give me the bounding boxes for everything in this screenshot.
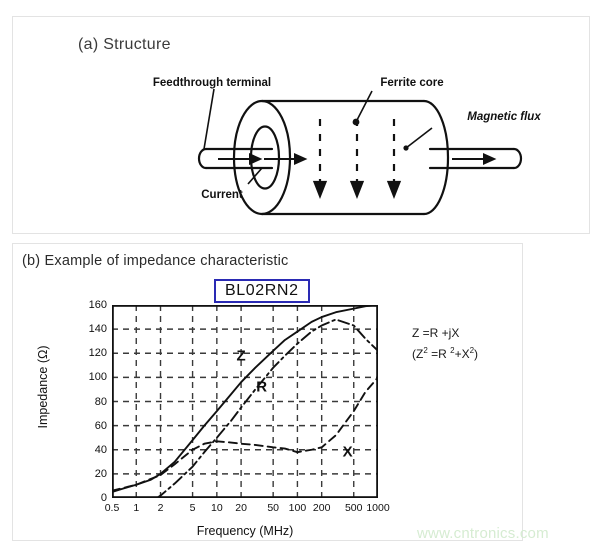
curve-label-R: R xyxy=(256,378,268,396)
panel-structure xyxy=(12,16,590,234)
formula-eq-r: =R xyxy=(427,347,451,361)
x-tick: 100 xyxy=(288,502,307,514)
x-tick: 200 xyxy=(312,502,331,514)
formula-line-1: Z =R +jX xyxy=(412,326,460,340)
y-tick: 40 xyxy=(94,443,107,456)
x-tick: 500 xyxy=(344,502,363,514)
data-curves xyxy=(111,304,379,499)
y-tick: 0 xyxy=(100,492,107,504)
formula-plus-x: +X xyxy=(454,347,470,361)
curve-label-Z: Z xyxy=(236,347,246,365)
y-tick: 20 xyxy=(94,467,107,480)
label-current: Current xyxy=(201,189,243,201)
y-tick: 120 xyxy=(88,347,107,360)
x-axis-label: Frequency (MHz) xyxy=(196,524,294,538)
impedance-plot: 0 20 40 60 80 100 120 140 160 0.5 1 2 5 10 20 50 100 200… xyxy=(89,299,390,514)
plot-canvas xyxy=(111,304,379,499)
y-tick: 160 xyxy=(88,299,107,311)
curve-X xyxy=(111,376,379,492)
y-axis-label: Impedance (Ω) xyxy=(36,345,50,429)
x-tick: 20 xyxy=(235,502,247,514)
label-ferrite-core: Ferrite core xyxy=(380,77,443,89)
formula-paren-close: ) xyxy=(474,347,479,361)
label-magnetic-flux: Magnetic flux xyxy=(467,111,541,123)
y-tick: 80 xyxy=(94,395,107,408)
curve-label-X: X xyxy=(342,443,353,461)
x-tick: 10 xyxy=(210,502,223,514)
part-number-badge: BL02RN2 xyxy=(214,279,310,303)
label-feedthrough-terminal: Feedthrough terminal xyxy=(153,77,271,89)
panel-b-caption: (b) Example of impedance characteristic xyxy=(22,253,289,269)
x-tick: 0.5 xyxy=(104,502,120,514)
formula-paren-open: (Z xyxy=(412,347,424,361)
curve-Z xyxy=(111,304,379,493)
site-watermark: www.cntronics.com xyxy=(417,525,549,542)
y-tick: 60 xyxy=(94,419,107,432)
formula-sup-r: 2 xyxy=(450,346,455,355)
formula-line-2: (Z2 =R 2+X2) xyxy=(412,342,478,363)
x-tick: 1000 xyxy=(366,502,390,514)
plot-frame xyxy=(111,304,379,498)
impedance-formula: Z =R +jX (Z2 =R 2+X2) xyxy=(412,325,478,363)
formula-sup-x: 2 xyxy=(469,346,475,355)
panel-a-caption: (a) Structure xyxy=(78,36,171,53)
structure-diagram: Feedthrough terminal Ferrite core Magnet… xyxy=(153,77,541,216)
formula-sup-z: 2 xyxy=(423,346,428,355)
y-tick: 100 xyxy=(88,371,107,384)
x-tick: 2 xyxy=(157,502,164,514)
curve-R xyxy=(155,318,379,499)
x-tick: 50 xyxy=(267,502,279,514)
x-tick: 5 xyxy=(189,502,196,514)
y-tick: 140 xyxy=(88,323,107,336)
x-tick: 1 xyxy=(133,502,140,514)
